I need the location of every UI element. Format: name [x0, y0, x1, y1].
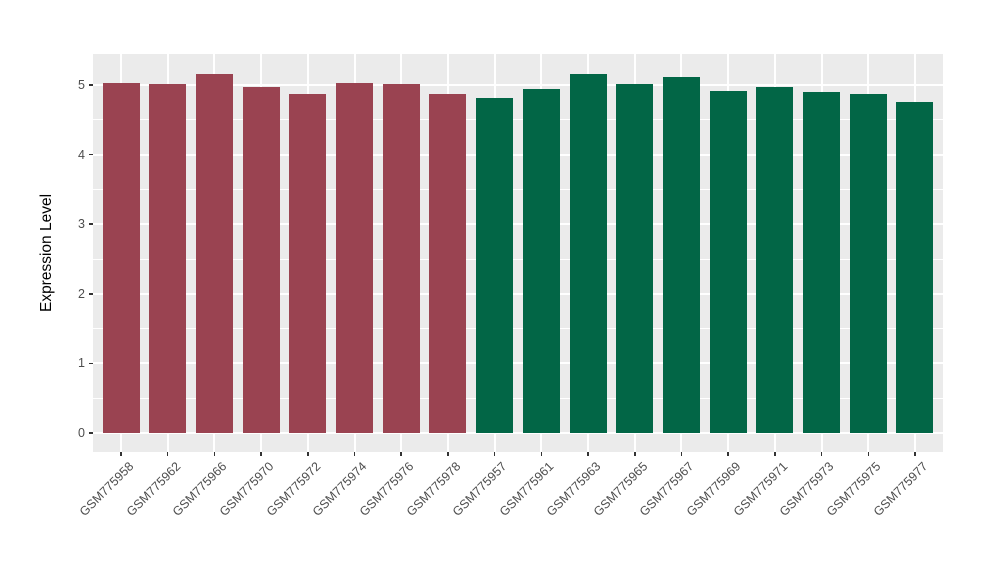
- x-tick-mark: [447, 452, 449, 456]
- x-tick-mark: [540, 452, 543, 456]
- x-tick-mark: [260, 452, 262, 456]
- bar-GSM775957: [476, 98, 514, 433]
- y-tick-label: 1: [78, 356, 85, 371]
- bar-GSM775967: [662, 77, 700, 433]
- bar-GSM775974: [336, 82, 374, 433]
- h-gridline-major: [93, 432, 943, 434]
- bar-GSM775978: [429, 94, 467, 433]
- y-tick-label: 3: [78, 216, 85, 231]
- x-tick-mark: [493, 452, 496, 456]
- bar-GSM775972: [289, 94, 327, 433]
- h-gridline-major: [93, 362, 943, 365]
- y-tick-label: 0: [78, 425, 85, 440]
- y-tick-mark: [89, 432, 93, 434]
- y-tick-mark: [89, 153, 93, 156]
- x-tick-mark: [727, 452, 729, 456]
- x-tick-mark: [820, 452, 823, 456]
- y-tick-mark: [89, 223, 93, 225]
- h-gridline-minor: [93, 258, 943, 260]
- bar-GSM775975: [849, 94, 887, 433]
- y-tick-mark: [89, 293, 93, 295]
- y-tick-label: 2: [78, 286, 85, 301]
- x-tick-mark: [867, 452, 870, 456]
- x-tick-mark: [166, 452, 169, 456]
- bar-GSM775961: [522, 89, 560, 433]
- y-tick-mark: [89, 84, 93, 86]
- h-gridline-major: [93, 292, 943, 295]
- x-tick-mark: [400, 452, 402, 456]
- bar-GSM775977: [896, 101, 934, 433]
- h-gridline-minor: [93, 188, 943, 190]
- x-tick-mark: [587, 452, 589, 456]
- h-gridline-major: [93, 223, 943, 226]
- plot-area: [93, 54, 943, 452]
- h-gridline-minor: [93, 328, 943, 330]
- h-gridline-minor: [93, 119, 943, 121]
- bar-GSM775976: [382, 84, 420, 433]
- bar-GSM775962: [149, 83, 187, 433]
- bar-GSM775969: [709, 91, 747, 433]
- bar-GSM775963: [569, 73, 607, 433]
- x-tick-mark: [353, 452, 356, 456]
- x-tick-mark: [774, 452, 776, 456]
- x-tick-mark: [680, 452, 683, 456]
- y-tick-mark: [89, 362, 93, 365]
- bar-GSM775973: [803, 91, 841, 433]
- h-gridline-major: [93, 153, 943, 156]
- x-tick-mark: [120, 452, 122, 456]
- bar-GSM775958: [102, 82, 140, 433]
- bar-GSM775970: [242, 87, 280, 433]
- bar-GSM775966: [195, 73, 233, 433]
- h-gridline-major: [93, 84, 943, 86]
- y-tick-label: 5: [78, 77, 85, 92]
- x-tick-mark: [307, 452, 309, 456]
- x-tick-mark: [914, 452, 916, 456]
- y-tick-label: 4: [78, 147, 85, 162]
- x-tick-mark: [213, 452, 216, 456]
- h-gridline-minor: [93, 397, 943, 399]
- x-tick-mark: [634, 452, 636, 456]
- bar-GSM775965: [616, 83, 654, 433]
- y-axis-title: Expression Level: [38, 193, 55, 313]
- bar-GSM775971: [756, 87, 794, 433]
